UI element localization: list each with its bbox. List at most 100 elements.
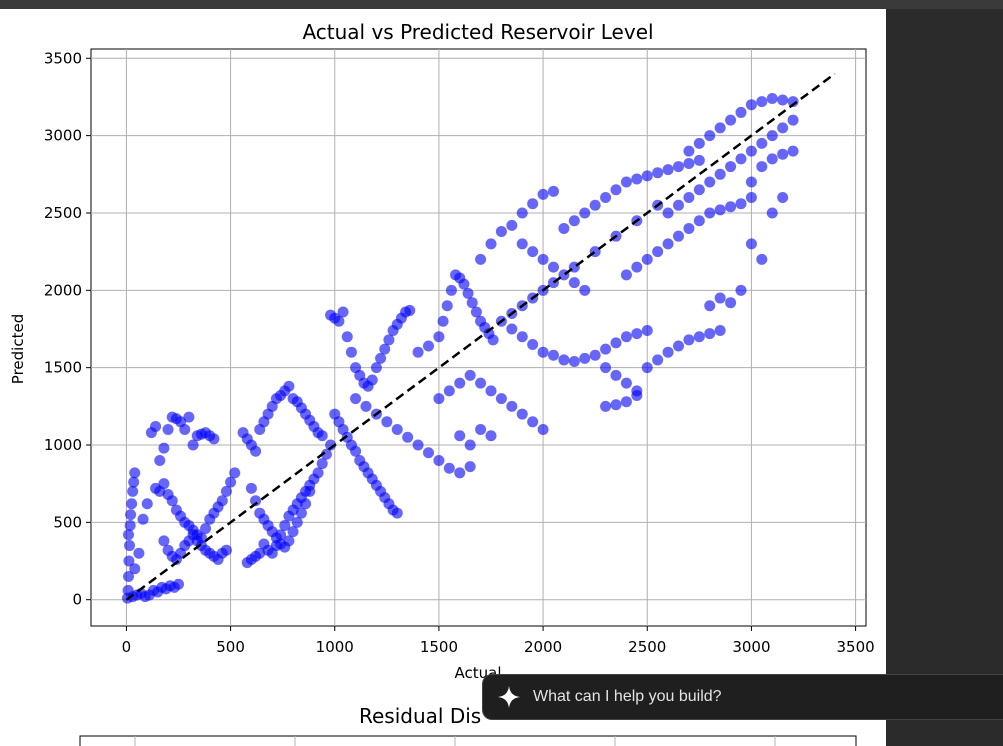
scatter-point [485, 238, 497, 250]
y-axis-label: Predicted [9, 314, 27, 384]
scatter-point [600, 343, 612, 355]
scatter-point [366, 374, 378, 386]
scatter-point [631, 328, 643, 340]
scatter-point [662, 238, 674, 250]
scatter-point [537, 346, 549, 358]
scatter-point [704, 176, 716, 188]
scatter-point [787, 114, 799, 126]
scatter-point [725, 161, 737, 173]
scatter-point [137, 513, 149, 525]
scatter-point [350, 393, 362, 405]
scatter-point [312, 467, 324, 479]
scatter-point [150, 420, 162, 432]
y-tick-label: 2000 [44, 281, 82, 299]
scatter-point [475, 253, 487, 265]
scatter-point [462, 287, 474, 299]
scatter-point [337, 306, 349, 318]
scatter-point [735, 106, 747, 118]
scatter-point [777, 94, 789, 106]
top-strip [0, 0, 1003, 9]
scatter-point [548, 185, 559, 197]
scatter-point [610, 399, 622, 411]
scatter-point [485, 385, 497, 397]
scatter-point [412, 346, 424, 358]
scatter-point [693, 215, 705, 227]
sparkle-icon [498, 686, 520, 708]
scatter-point [745, 145, 757, 157]
scatter-point [673, 230, 684, 242]
scatter-point [154, 454, 166, 466]
scatter-point [683, 192, 695, 204]
scatter-point [383, 334, 395, 346]
scatter-point [325, 439, 337, 451]
x-tick-label: 500 [216, 638, 245, 656]
scatter-point [537, 424, 549, 436]
scatter-point [683, 334, 695, 346]
scatter-point [516, 331, 528, 343]
scatter-point [579, 207, 591, 219]
scatter-point [129, 467, 141, 479]
scatter-point [287, 526, 299, 538]
scatter-point [745, 238, 757, 250]
scatter-point [756, 161, 768, 173]
scatter-point [589, 349, 601, 361]
scatter-point [123, 555, 135, 567]
y-tick-label: 3000 [44, 127, 82, 145]
scatter-point [683, 222, 695, 234]
scatter-point [506, 323, 518, 335]
assistant-prompt-text[interactable]: What can I help you build? [533, 688, 722, 705]
scatter-point [466, 297, 478, 309]
scatter-point [412, 439, 424, 451]
scatter-point [631, 261, 643, 273]
scatter-point [423, 447, 434, 459]
scatter-point [568, 277, 580, 289]
scatter-point [291, 516, 303, 528]
scatter-point [454, 430, 466, 442]
scatter-point [527, 416, 539, 428]
scatter-points [121, 93, 799, 604]
scatter-point [454, 377, 466, 389]
scatter-point [516, 238, 528, 250]
scatter-point [333, 315, 345, 327]
scatter-point [756, 96, 768, 108]
assistant-prompt-bar[interactable]: What can I help you build? [482, 674, 1003, 720]
scatter-point [423, 340, 434, 352]
chart-title: Actual vs Predicted Reservoir Level [302, 20, 653, 44]
scatter-point [391, 424, 403, 436]
scatter-point [610, 184, 622, 196]
scatter-point [735, 284, 747, 296]
scatter-point [208, 433, 220, 445]
scatter-point [485, 430, 497, 442]
y-tick-label: 2500 [44, 204, 82, 222]
scatter-point [402, 431, 414, 443]
scatter-point [693, 184, 705, 196]
scatter-point [283, 380, 295, 392]
scatter-point [391, 507, 403, 519]
scatter-point [220, 485, 232, 497]
scatter-point [652, 246, 664, 258]
scatter-point [433, 454, 445, 466]
scatter-point [441, 300, 453, 312]
scatter-point [375, 352, 387, 364]
scatter-point [641, 253, 653, 265]
scatter-point [283, 535, 295, 547]
scatter-point [693, 154, 705, 166]
scatter-point [275, 529, 287, 541]
plot-frame [90, 48, 867, 627]
scatter-point [662, 207, 674, 219]
scatter-point [125, 509, 137, 521]
scatter-point [126, 498, 138, 510]
scatter-point [756, 137, 768, 149]
scatter-point [714, 292, 726, 304]
scatter-point [470, 306, 482, 318]
scatter-point [225, 476, 237, 488]
scatter-point [487, 334, 499, 346]
scatter-point [506, 219, 518, 231]
scatter-point [620, 269, 632, 281]
scatter-point [725, 297, 737, 309]
scatter-point [704, 300, 716, 312]
scatter-point [345, 346, 357, 358]
scatter-point [360, 400, 372, 412]
scatter-point [158, 535, 170, 547]
scatter-point [495, 226, 507, 238]
